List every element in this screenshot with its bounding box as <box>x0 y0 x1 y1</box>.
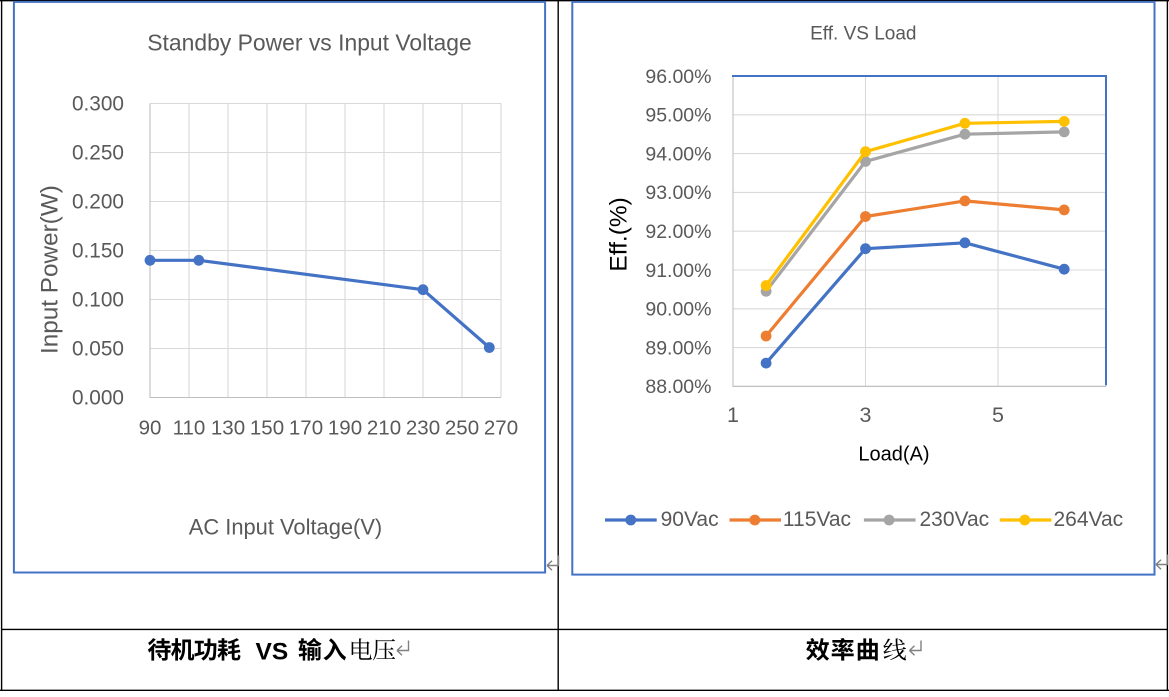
svg-text:110: 110 <box>173 417 206 440</box>
svg-text:230: 230 <box>406 417 440 440</box>
svg-text:0.050: 0.050 <box>72 338 124 361</box>
svg-text:94.00%: 94.00% <box>645 143 711 165</box>
svg-text:VS: VS <box>256 639 289 666</box>
svg-text:270: 270 <box>484 417 518 440</box>
svg-text:Input Power(W): Input Power(W) <box>37 185 64 354</box>
svg-text:90: 90 <box>139 417 162 440</box>
svg-text:0.300: 0.300 <box>72 93 124 116</box>
svg-text:0.100: 0.100 <box>72 289 124 312</box>
svg-text:0.150: 0.150 <box>72 240 124 263</box>
svg-text:264Vac: 264Vac <box>1054 508 1124 531</box>
svg-text:150: 150 <box>250 417 284 440</box>
svg-text:93.00%: 93.00% <box>645 182 711 204</box>
svg-text:0.000: 0.000 <box>72 387 124 410</box>
svg-text:90Vac: 90Vac <box>661 508 719 531</box>
svg-text:91.00%: 91.00% <box>645 260 711 282</box>
svg-text:Eff.(%): Eff.(%) <box>606 197 633 271</box>
svg-text:1: 1 <box>727 403 739 427</box>
svg-text:170: 170 <box>289 417 323 440</box>
svg-text:96.00%: 96.00% <box>645 66 711 88</box>
svg-text:250: 250 <box>445 417 479 440</box>
svg-text:0.200: 0.200 <box>72 191 124 214</box>
svg-text:230Vac: 230Vac <box>920 508 990 531</box>
svg-text:AC Input Voltage(V): AC Input Voltage(V) <box>189 515 382 540</box>
svg-text:89.00%: 89.00% <box>645 337 711 359</box>
svg-text:115Vac: 115Vac <box>783 508 851 531</box>
svg-text:Eff. VS Load: Eff. VS Load <box>810 24 916 45</box>
svg-text:92.00%: 92.00% <box>645 221 711 243</box>
svg-text:190: 190 <box>328 417 362 440</box>
svg-text:Load(A): Load(A) <box>858 444 929 466</box>
svg-text:88.00%: 88.00% <box>645 376 711 398</box>
svg-text:130: 130 <box>211 417 245 440</box>
svg-text:5: 5 <box>992 403 1004 427</box>
svg-text:210: 210 <box>367 417 401 440</box>
svg-text:3: 3 <box>860 403 872 427</box>
svg-text:95.00%: 95.00% <box>645 105 711 127</box>
svg-text:Standby Power vs Input Voltage: Standby Power vs Input Voltage <box>147 30 472 56</box>
svg-text:90.00%: 90.00% <box>645 299 711 321</box>
svg-text:0.250: 0.250 <box>72 142 124 165</box>
